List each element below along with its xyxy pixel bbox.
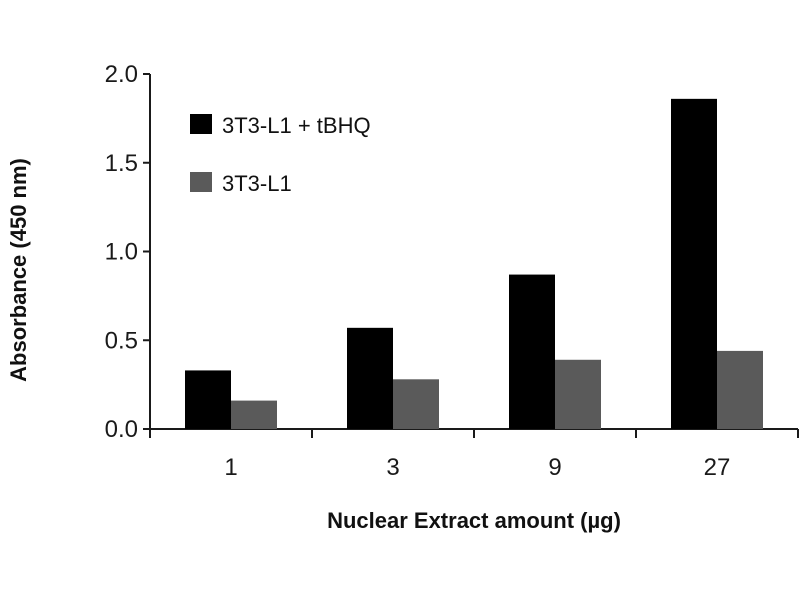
x-axis-title: Nuclear Extract amount (µg) [327, 508, 621, 533]
bar-series-0-9 [509, 274, 555, 429]
legend-label-series-1: 3T3-L1 [222, 171, 292, 196]
x-axis: 1 3 9 27 [149, 428, 799, 481]
y-axis: 0.0 0.5 1.0 1.5 2.0 [105, 61, 151, 443]
y-axis-title: Absorbance (450 nm) [6, 158, 31, 382]
bar-series-1-9 [555, 359, 601, 429]
bar-series-1-3 [393, 379, 439, 429]
legend-swatch-series-1 [190, 172, 212, 192]
legend: 3T3-L1 + tBHQ 3T3-L1 [190, 113, 371, 196]
bars [185, 98, 763, 429]
bar-series-0-3 [347, 327, 393, 429]
x-tick-label: 1 [224, 454, 237, 481]
legend-swatch-series-0 [190, 114, 212, 134]
y-tick-label: 0.5 [105, 327, 138, 354]
x-tick-label: 3 [386, 454, 399, 481]
x-tick-label: 27 [704, 454, 731, 481]
bar-series-1-27 [717, 350, 763, 429]
y-tick-label: 1.0 [105, 239, 138, 266]
x-tick-label: 9 [548, 454, 561, 481]
y-tick-label: 0.0 [105, 416, 138, 443]
legend-label-series-0: 3T3-L1 + tBHQ [222, 113, 371, 138]
y-tick-label: 1.5 [105, 150, 138, 177]
bar-series-0-1 [185, 370, 231, 429]
bar-series-0-27 [671, 98, 717, 429]
y-tick-label: 2.0 [105, 61, 138, 88]
bar-series-1-1 [231, 400, 277, 429]
